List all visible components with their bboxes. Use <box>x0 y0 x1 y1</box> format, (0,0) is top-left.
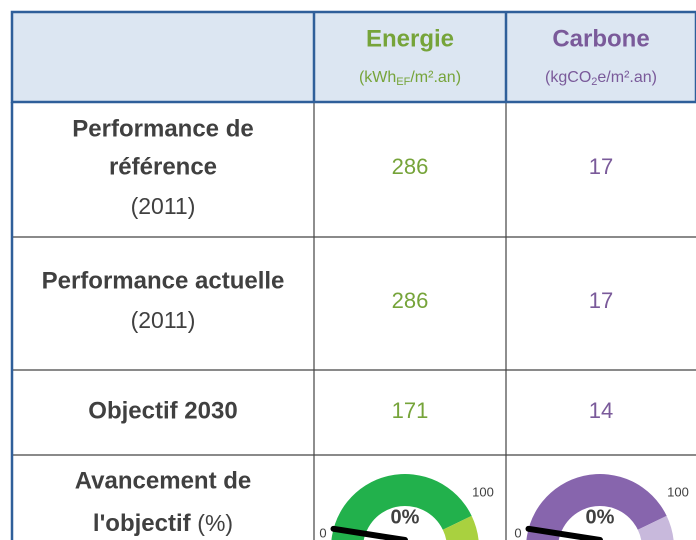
gauge-needle <box>525 525 603 540</box>
row-label: Performance actuelle <box>42 267 285 294</box>
gauge-min: 0 <box>514 525 521 540</box>
cell: 171 <box>392 398 429 423</box>
gauge-value: 0% <box>586 506 615 528</box>
col-unit: (kWhEF/m².an) <box>359 69 461 88</box>
row-label: Objectif 2030 <box>88 397 237 424</box>
gauge-band <box>637 515 674 540</box>
col-title: Carbone <box>552 25 649 52</box>
header-border <box>10 10 696 540</box>
gauge-min: 0 <box>319 525 326 540</box>
cell: 286 <box>392 288 429 313</box>
gauge-value: 0% <box>391 506 420 528</box>
gauge-needle <box>330 525 408 540</box>
cell: 14 <box>589 398 613 423</box>
col-title: Energie <box>366 25 454 52</box>
gauge-max: 100 <box>667 484 689 499</box>
row-note: (2011) <box>131 307 196 333</box>
row-note: (2011) <box>131 193 196 219</box>
row-label: l'objectif (%) <box>93 510 233 537</box>
row-label: Avancement de <box>75 467 252 494</box>
gauge-max: 100 <box>472 484 494 499</box>
gauge-band <box>331 474 472 540</box>
col-unit: (kgCO2e/m².an) <box>545 69 657 88</box>
cell: 286 <box>392 154 429 179</box>
grid <box>12 102 696 540</box>
cell: 17 <box>589 154 613 179</box>
cell: 17 <box>589 288 613 313</box>
row-label: référence <box>109 153 217 180</box>
header-bg <box>12 12 696 102</box>
row-label: Performance de <box>72 115 253 142</box>
gauge-band <box>526 474 667 540</box>
gauge-band <box>442 515 479 540</box>
